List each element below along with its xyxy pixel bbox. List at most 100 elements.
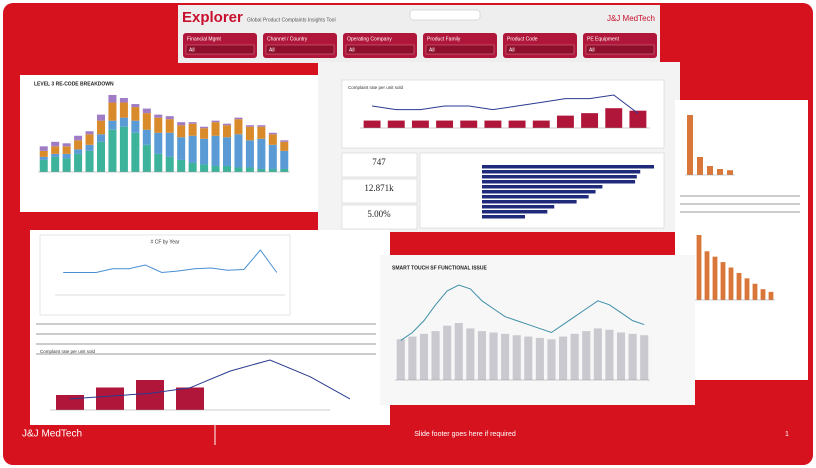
bar [717, 169, 723, 175]
stacked-bar [108, 120, 117, 130]
card [39, 234, 291, 316]
bar [593, 328, 602, 380]
panel-smart [380, 255, 695, 405]
stacked-bar [119, 126, 128, 172]
stacked-bar [165, 119, 174, 133]
stacked-bar [188, 123, 197, 136]
bar [484, 120, 502, 128]
stacked-bar [142, 108, 151, 114]
bar [640, 335, 649, 380]
stacked-bar [131, 120, 140, 133]
bar [524, 336, 533, 380]
stacked-bar [200, 128, 209, 139]
stacked-bar [222, 165, 232, 172]
stacked-bar [268, 132, 277, 135]
kpi-value: 747 [372, 157, 386, 167]
stacked-bar [165, 116, 174, 120]
bar [728, 267, 734, 300]
filter-label: Operating Company [347, 36, 392, 42]
text-placeholder [36, 343, 376, 345]
chart-title: LEVEL 3 RE-CODE BREAKDOWN [34, 81, 114, 87]
stacked-bar [234, 134, 243, 168]
stacked-bar [257, 126, 266, 139]
bar [460, 120, 478, 128]
filter-value: All [509, 47, 515, 53]
stacked-bar [165, 156, 174, 172]
bar [605, 329, 614, 380]
stacked-bar [154, 114, 163, 118]
bar [707, 166, 713, 175]
stacked-bar [74, 149, 83, 154]
stacked-bar [96, 134, 106, 142]
bar [704, 251, 710, 300]
stacked-bar [188, 122, 197, 124]
bar [547, 339, 556, 380]
stacked-bar [200, 138, 209, 165]
stacked-bar [119, 117, 128, 127]
stacked-bar [39, 159, 48, 172]
bar [176, 387, 204, 410]
filter-label: Product Code [507, 36, 538, 42]
hbar [482, 165, 654, 169]
bar [501, 333, 510, 380]
stacked-bar [51, 153, 60, 157]
stacked-bar [96, 141, 106, 172]
stacked-bar [74, 135, 83, 141]
line [63, 249, 278, 274]
filter-select [265, 44, 335, 55]
stacked-bar [222, 137, 232, 166]
bar [744, 278, 750, 300]
hbar [482, 175, 637, 179]
stacked-bar [62, 153, 71, 159]
stacked-bar [108, 129, 117, 172]
bar [628, 333, 637, 380]
bar [727, 170, 733, 175]
stacked-bar [268, 144, 277, 169]
stacked-bar [257, 138, 266, 169]
stacked-bar [280, 150, 289, 169]
stacked-bar [142, 129, 151, 145]
stacked-bar [39, 146, 48, 151]
hbar [482, 170, 641, 174]
filter-select [345, 44, 415, 55]
bar [712, 256, 718, 300]
text-placeholder [680, 211, 800, 213]
stacked-bar [85, 144, 94, 151]
bar [387, 120, 405, 128]
subtitle: Global Product Complaints Insights Tool [247, 17, 336, 23]
stacked-bar [154, 117, 163, 133]
stacked-bar [74, 140, 83, 150]
kpi-value: 5.00% [367, 209, 391, 219]
bar [768, 291, 774, 300]
line [69, 359, 351, 400]
stacked-bar [257, 125, 266, 127]
stacked-bar [268, 134, 277, 145]
bar [443, 325, 452, 380]
stacked-bar [245, 167, 254, 172]
text-placeholder [680, 203, 800, 205]
footer-brand: J&J MedTech [22, 429, 82, 440]
filter-label: Financial Mgmt [187, 36, 222, 42]
text-placeholder [36, 353, 376, 355]
bar [582, 331, 591, 380]
bar [96, 387, 124, 410]
stacked-bar [234, 119, 243, 135]
filter-select [505, 44, 575, 55]
stacked-bar [234, 117, 243, 120]
filter-label: Product Family [427, 36, 461, 42]
filter-select [425, 44, 495, 55]
stacked-bar [108, 95, 117, 103]
text-placeholder [680, 195, 800, 197]
stacked-bar [51, 141, 60, 147]
bar [696, 235, 702, 300]
bar [363, 120, 381, 128]
stacked-bar [119, 98, 128, 103]
chart-title: Complaint rate per unit sold [40, 349, 96, 354]
stacked-bar [245, 140, 254, 168]
bar [687, 115, 693, 175]
bar [477, 331, 486, 380]
bar [736, 272, 742, 300]
stacked-bar [280, 168, 289, 172]
